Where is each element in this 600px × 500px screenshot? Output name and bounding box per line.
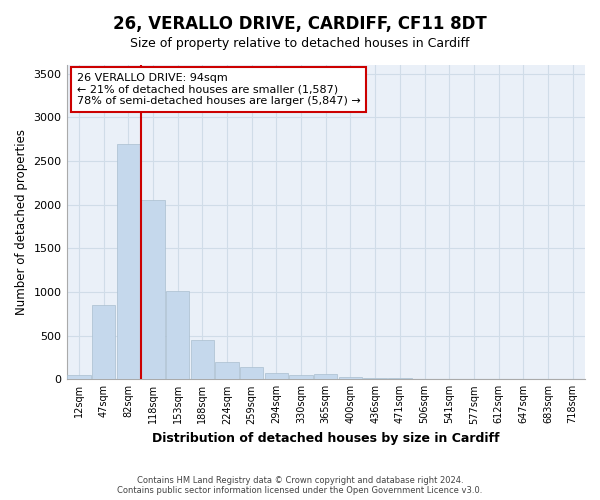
Text: Size of property relative to detached houses in Cardiff: Size of property relative to detached ho… [130,38,470,51]
Bar [67,375,91,380]
Text: 26, VERALLO DRIVE, CARDIFF, CF11 8DT: 26, VERALLO DRIVE, CARDIFF, CF11 8DT [113,15,487,33]
Bar [240,367,263,380]
Bar [289,375,313,380]
Bar [364,378,387,380]
Text: 26 VERALLO DRIVE: 94sqm
← 21% of detached houses are smaller (1,587)
78% of semi: 26 VERALLO DRIVE: 94sqm ← 21% of detache… [77,73,361,106]
Bar [265,373,288,380]
Bar [314,374,337,380]
X-axis label: Distribution of detached houses by size in Cardiff: Distribution of detached houses by size … [152,432,500,445]
Bar [339,376,362,380]
Y-axis label: Number of detached properties: Number of detached properties [15,129,28,315]
Bar [191,340,214,380]
Bar [141,200,164,380]
Text: Contains HM Land Registry data © Crown copyright and database right 2024.
Contai: Contains HM Land Registry data © Crown c… [118,476,482,495]
Bar [388,378,412,380]
Bar [215,362,239,380]
Bar [92,305,115,380]
Bar [166,291,190,380]
Bar [116,144,140,380]
